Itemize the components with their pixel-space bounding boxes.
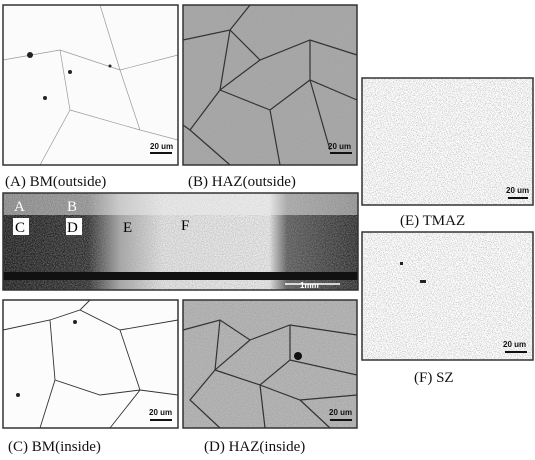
micrograph-b: 20 um (182, 4, 358, 166)
caption: (A) BM(outside) (5, 174, 106, 190)
region-label: D (67, 220, 78, 236)
caption: (C) BM(inside) (8, 439, 101, 455)
scale-bar-label: 1mm (300, 281, 319, 290)
region-label: F (181, 218, 189, 234)
region-label: C (15, 220, 25, 236)
region-label: B (67, 199, 77, 215)
micrograph-e: 20 um (361, 77, 534, 206)
scale-bar-label: 20 um (328, 142, 351, 151)
caption: (D) HAZ(inside) (204, 439, 305, 455)
region-label: A (14, 199, 25, 215)
micrograph-c: 20 um (2, 299, 179, 429)
caption: (F) SZ (414, 370, 454, 386)
scale-bar-label: 20 um (150, 142, 173, 151)
micrograph-d: 20 um (182, 299, 358, 429)
macrograph: 1mm A B C D E F (2, 192, 359, 291)
caption: (E) TMAZ (400, 213, 465, 229)
scale-bar-label: 20 um (329, 408, 352, 417)
scale-bar-label: 20 um (506, 186, 529, 195)
scale-bar-label: 20 um (503, 340, 526, 349)
micrograph-f: 20 um (361, 231, 534, 361)
micrograph-a: 20 um (2, 4, 179, 166)
scale-bar-label: 20 um (149, 408, 172, 417)
caption: (B) HAZ(outside) (188, 174, 296, 190)
region-label: E (123, 220, 132, 236)
